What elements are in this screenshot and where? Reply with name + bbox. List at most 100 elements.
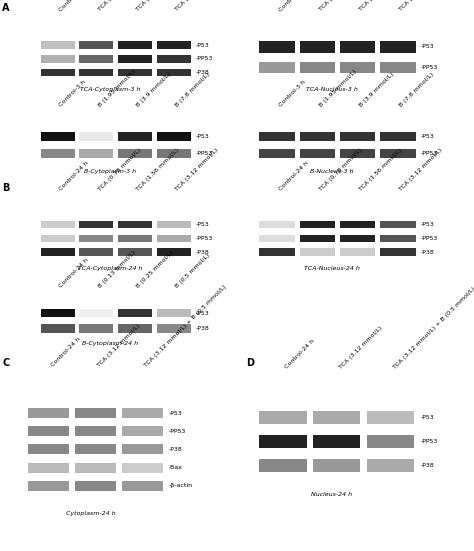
Text: B (1.95 mmol/L): B (1.95 mmol/L) (318, 69, 357, 108)
Text: B (0.5 mmol/L): B (0.5 mmol/L) (174, 252, 210, 289)
FancyBboxPatch shape (156, 221, 191, 229)
FancyBboxPatch shape (156, 309, 191, 317)
Text: TCA-Nucleus-3 h: TCA-Nucleus-3 h (306, 87, 358, 91)
Text: -P53: -P53 (421, 45, 435, 50)
Text: TCA-Cytoplasm-3 h: TCA-Cytoplasm-3 h (80, 87, 140, 91)
Text: D: D (246, 358, 255, 368)
Text: -PP53: -PP53 (196, 56, 213, 61)
Text: Control-3 h: Control-3 h (58, 80, 87, 108)
FancyBboxPatch shape (28, 408, 69, 418)
FancyBboxPatch shape (122, 445, 163, 455)
Text: TCA (0.78 mmol/L): TCA (0.78 mmol/L) (97, 0, 142, 13)
FancyBboxPatch shape (75, 481, 116, 491)
Text: Control-24 h: Control-24 h (50, 336, 81, 368)
FancyBboxPatch shape (41, 309, 75, 317)
FancyBboxPatch shape (259, 411, 307, 424)
FancyBboxPatch shape (340, 132, 375, 141)
FancyBboxPatch shape (28, 481, 69, 491)
FancyBboxPatch shape (80, 309, 113, 317)
FancyBboxPatch shape (259, 221, 295, 229)
FancyBboxPatch shape (80, 149, 113, 158)
FancyBboxPatch shape (41, 221, 75, 229)
Text: TCA (3.12 mmol/L): TCA (3.12 mmol/L) (399, 0, 444, 13)
FancyBboxPatch shape (118, 235, 152, 242)
FancyBboxPatch shape (259, 62, 295, 73)
Text: TCA (0.78 mmol/L): TCA (0.78 mmol/L) (318, 148, 363, 192)
FancyBboxPatch shape (118, 149, 152, 158)
FancyBboxPatch shape (156, 249, 191, 256)
FancyBboxPatch shape (118, 249, 152, 256)
Text: -P53: -P53 (421, 134, 435, 139)
FancyBboxPatch shape (118, 309, 152, 317)
FancyBboxPatch shape (380, 235, 416, 242)
FancyBboxPatch shape (380, 62, 416, 73)
Text: TCA (3.12 mmol/L): TCA (3.12 mmol/L) (399, 147, 444, 192)
FancyBboxPatch shape (122, 426, 163, 436)
Text: TCA (1.56 mmol/L): TCA (1.56 mmol/L) (136, 148, 180, 192)
FancyBboxPatch shape (80, 41, 113, 49)
FancyBboxPatch shape (28, 426, 69, 436)
Text: -P38: -P38 (196, 250, 210, 255)
Text: TCA (1.56 mmol/L): TCA (1.56 mmol/L) (358, 0, 403, 13)
Text: Control-3 h: Control-3 h (278, 80, 306, 108)
Text: TCA-Cytoplasm-24 h: TCA-Cytoplasm-24 h (78, 266, 142, 271)
FancyBboxPatch shape (122, 481, 163, 491)
FancyBboxPatch shape (75, 408, 116, 418)
FancyBboxPatch shape (380, 249, 416, 256)
Text: -P53: -P53 (169, 410, 182, 415)
FancyBboxPatch shape (118, 41, 152, 49)
FancyBboxPatch shape (75, 445, 116, 455)
Text: B (7.8 mmol/L): B (7.8 mmol/L) (174, 72, 210, 108)
Text: TCA (3.12 mmol/L) + B (0.5 mmol/L): TCA (3.12 mmol/L) + B (0.5 mmol/L) (144, 284, 228, 368)
FancyBboxPatch shape (122, 463, 163, 473)
Text: TCA (3.12 mmol/L): TCA (3.12 mmol/L) (174, 147, 219, 192)
FancyBboxPatch shape (259, 41, 295, 52)
Text: A: A (2, 3, 10, 13)
FancyBboxPatch shape (300, 249, 335, 256)
FancyBboxPatch shape (118, 69, 152, 76)
FancyBboxPatch shape (41, 41, 75, 49)
Text: -PP53: -PP53 (169, 429, 186, 434)
FancyBboxPatch shape (118, 55, 152, 62)
FancyBboxPatch shape (313, 458, 360, 472)
Text: B-Nucleus-3 h: B-Nucleus-3 h (310, 169, 354, 174)
Text: -P53: -P53 (421, 222, 435, 227)
Text: Nucleus-24 h: Nucleus-24 h (311, 492, 352, 498)
Text: -P53: -P53 (196, 311, 210, 316)
Text: -PP53: -PP53 (421, 65, 438, 70)
FancyBboxPatch shape (156, 69, 191, 76)
FancyBboxPatch shape (300, 221, 335, 229)
Text: -Bax: -Bax (169, 465, 182, 470)
Text: TCA (1.56 mmol/L): TCA (1.56 mmol/L) (136, 0, 180, 13)
FancyBboxPatch shape (380, 41, 416, 52)
FancyBboxPatch shape (118, 325, 152, 333)
FancyBboxPatch shape (367, 411, 414, 424)
FancyBboxPatch shape (156, 325, 191, 333)
FancyBboxPatch shape (340, 235, 375, 242)
FancyBboxPatch shape (259, 235, 295, 242)
Text: -P38: -P38 (196, 70, 210, 75)
Text: B-Cytoplasm-24 h: B-Cytoplasm-24 h (82, 342, 138, 347)
FancyBboxPatch shape (367, 458, 414, 472)
Text: TCA (3.12 mmol/L) + B (0.5 mmol/L): TCA (3.12 mmol/L) + B (0.5 mmol/L) (392, 286, 474, 370)
Text: -P53: -P53 (196, 42, 210, 47)
Text: TCA (0.78 mmol/L): TCA (0.78 mmol/L) (318, 0, 363, 13)
Text: TCA-Nucleus-24 h: TCA-Nucleus-24 h (304, 266, 360, 271)
Text: B (7.8 mmol/L): B (7.8 mmol/L) (399, 72, 435, 108)
Text: -PP53: -PP53 (196, 151, 213, 156)
FancyBboxPatch shape (80, 221, 113, 229)
FancyBboxPatch shape (259, 249, 295, 256)
FancyBboxPatch shape (340, 221, 375, 229)
FancyBboxPatch shape (75, 426, 116, 436)
FancyBboxPatch shape (41, 55, 75, 62)
Text: -β-actin: -β-actin (169, 483, 193, 488)
Text: TCA (1.56 mmol/L): TCA (1.56 mmol/L) (358, 148, 403, 192)
Text: -P38: -P38 (421, 463, 435, 468)
Text: Control-24 h: Control-24 h (58, 161, 90, 192)
Text: Control-24 h: Control-24 h (278, 161, 309, 192)
Text: B-Cytoplasm-3 h: B-Cytoplasm-3 h (84, 169, 136, 174)
FancyBboxPatch shape (259, 132, 295, 141)
Text: -PP53: -PP53 (421, 439, 438, 444)
Text: Cytoplasm-24 h: Cytoplasm-24 h (66, 511, 116, 516)
Text: -PP53: -PP53 (421, 236, 438, 241)
